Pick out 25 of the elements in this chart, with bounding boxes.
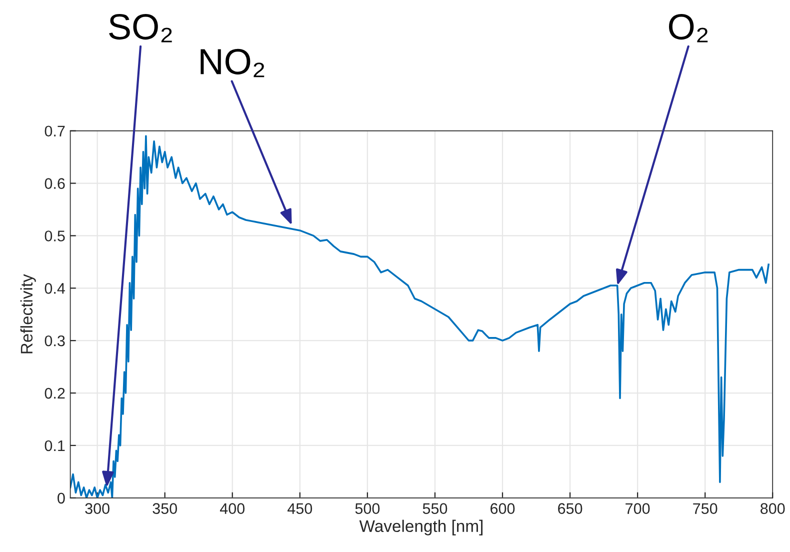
y-tick-label: 0.6 — [44, 178, 65, 189]
x-tick-label: 700 — [626, 503, 650, 514]
y-tick-label: 0.4 — [44, 283, 66, 294]
x-tick-label: 450 — [288, 503, 312, 514]
annotation: O₂ — [669, 14, 708, 42]
x-tick-label: 750 — [693, 503, 718, 514]
x-tick-label: 600 — [490, 503, 515, 514]
y-tick-label: 0.1 — [44, 440, 65, 452]
y-tick-label: 0.2 — [44, 388, 65, 399]
x-tick-label: 650 — [558, 503, 582, 514]
x-tick-label: 350 — [152, 503, 177, 514]
y-tick-label: 0.5 — [44, 230, 65, 242]
x-tick-label: 800 — [760, 503, 785, 514]
x-tick-label: 400 — [220, 503, 245, 514]
annotation: NO₂ — [200, 48, 264, 78]
x-tick-label: 500 — [355, 503, 380, 514]
x-tick-label: 300 — [85, 503, 110, 514]
line-series — [70, 135, 770, 498]
annotation: SO₂ — [109, 14, 172, 42]
x-tick-label: 550 — [422, 503, 448, 514]
x-axis-title: Wavelength [nm] — [359, 520, 482, 536]
y-axis-title: Reflectivity — [20, 274, 36, 354]
y-tick-label: 0 — [58, 492, 65, 504]
y-tick-label: 0.3 — [44, 335, 65, 346]
y-tick-label: 0.7 — [44, 126, 65, 137]
